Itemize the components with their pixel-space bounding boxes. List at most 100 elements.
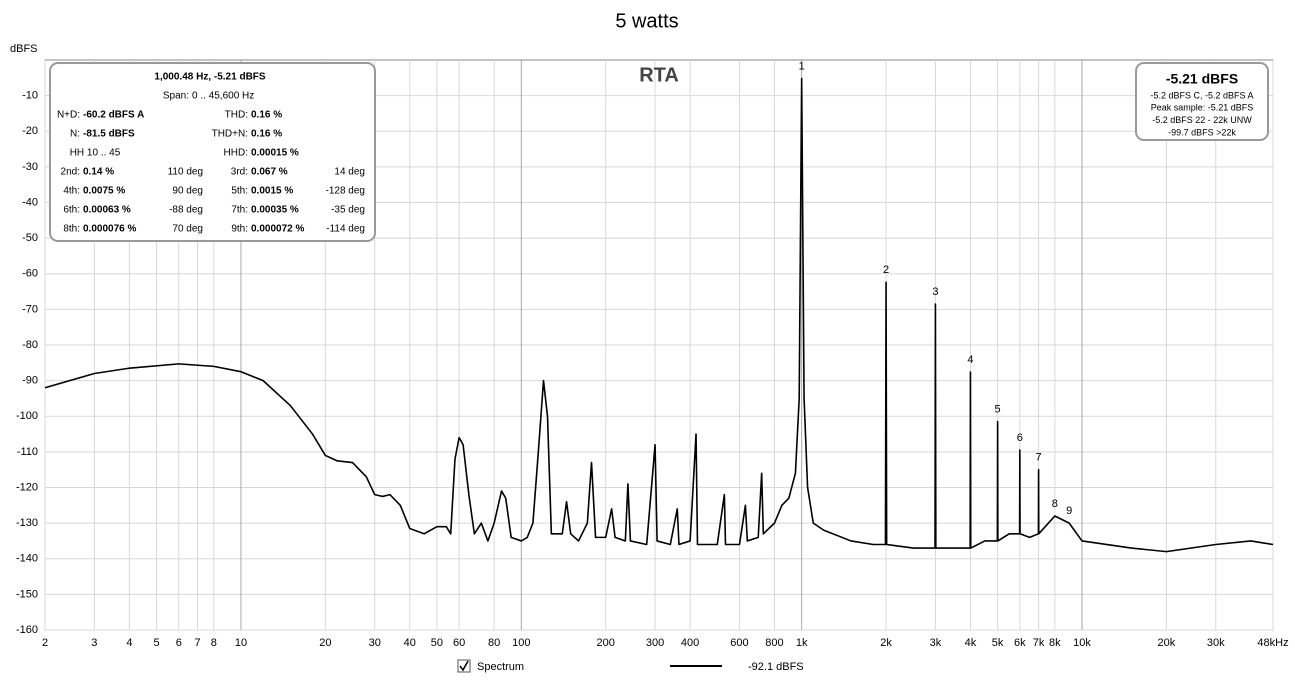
y-tick-label: -130 — [16, 517, 38, 529]
info-value: 0.0075 % — [83, 186, 125, 197]
level-panel — [1135, 62, 1269, 141]
info-phase: 14 deg — [334, 167, 365, 178]
checkmark — [459, 660, 469, 672]
x-tick-label: 400 — [681, 637, 699, 649]
y-tick-label: -150 — [16, 588, 38, 600]
info-value: 0.067 % — [251, 167, 288, 178]
y-tick-label: -20 — [22, 125, 38, 137]
info-value: 0.000072 % — [251, 224, 304, 235]
level-line: Peak sample: -5.21 dBFS — [1151, 103, 1254, 113]
y-tick-label: -50 — [22, 232, 38, 244]
x-tick-label: 3 — [91, 637, 97, 649]
info-panel — [49, 62, 376, 242]
info-phase: -35 deg — [331, 205, 365, 216]
harmonic-label: 2 — [883, 264, 889, 276]
harmonic-label: 7 — [1036, 452, 1042, 464]
info-span: 0 .. 45,600 Hz — [192, 91, 254, 102]
harmonic-label: 8 — [1052, 498, 1058, 510]
x-tick-label: 20k — [1158, 637, 1176, 649]
spectrum-line — [44, 77, 1274, 553]
harmonic-label: 6 — [1017, 432, 1023, 444]
info-label: N: — [70, 129, 80, 140]
series — [44, 77, 1274, 553]
x-tick-label: 10k — [1073, 637, 1091, 649]
info-value: 0.000076 % — [83, 224, 136, 235]
level-lines: -5.2 dBFS C, -5.2 dBFS A Peak sample: -5.… — [1150, 90, 1253, 137]
info-label: THD: — [225, 110, 248, 121]
x-tick-label: 7 — [194, 637, 200, 649]
info-value: 0.16 % — [251, 110, 282, 121]
info-label: HHD: — [224, 148, 248, 159]
x-tick-label: 3k — [930, 637, 942, 649]
y-tick-label: -70 — [22, 303, 38, 315]
x-tick-label: 300 — [646, 637, 664, 649]
level-value: -5.21 dBFS — [1166, 71, 1238, 87]
info-value: 0.14 % — [83, 167, 114, 178]
info-value: -81.5 dBFS — [83, 129, 135, 140]
info-phase: -128 deg — [326, 186, 365, 197]
y-tick-label: -80 — [22, 339, 38, 351]
chart-title: 5 watts — [615, 10, 678, 32]
x-tick-label: 20 — [319, 637, 331, 649]
x-tick-label: 5 — [154, 637, 160, 649]
info-label: 8th: — [63, 224, 80, 235]
x-tick-label: 200 — [597, 637, 615, 649]
level-line: -5.2 dBFS C, -5.2 dBFS A — [1150, 90, 1253, 100]
x-tick-label: 10 — [235, 637, 247, 649]
y-tick-label: -40 — [22, 196, 38, 208]
harmonic-label: 3 — [932, 286, 938, 298]
harmonic-label: 5 — [995, 404, 1001, 416]
x-tick-label: 4 — [126, 637, 132, 649]
y-tick-label: -160 — [16, 624, 38, 636]
y-tick-label: -100 — [16, 410, 38, 422]
x-tick-label: 2k — [880, 637, 892, 649]
x-tick-label: 4k — [965, 637, 977, 649]
info-label: 5th: — [231, 186, 248, 197]
x-tick-label: 600 — [730, 637, 748, 649]
info-text: 1,000.48 Hz, -5.21 dBFS Span: 0 .. 45,600 … — [57, 72, 365, 235]
y-tick-label: -110 — [17, 446, 38, 458]
y-axis-label: dBFS — [10, 43, 38, 55]
info-label: 4th: — [63, 186, 80, 197]
x-tick-label: 40 — [404, 637, 416, 649]
x-tick-label: 30k — [1207, 637, 1225, 649]
y-tick-label: -120 — [16, 481, 38, 493]
info-label: 2nd: — [61, 167, 80, 178]
y-tick-label: -30 — [22, 161, 38, 173]
info-value: 0.00063 % — [83, 205, 131, 216]
x-tick-label: 6 — [176, 637, 182, 649]
x-tick-label: 100 — [512, 637, 530, 649]
x-tick-label: 80 — [488, 637, 500, 649]
x-tick-label: 1k — [796, 637, 808, 649]
level-line: -5.2 dBFS 22 - 22k UNW — [1152, 115, 1252, 125]
x-tick-label: 60 — [453, 637, 465, 649]
info-phase: 90 deg — [172, 186, 203, 197]
info-value: 0.00035 % — [251, 205, 299, 216]
y-tick-label: -60 — [22, 268, 38, 280]
x-tick-label: 8 — [211, 637, 217, 649]
x-tick-label: 7k — [1033, 637, 1045, 649]
x-tick-label: 48kHz — [1257, 637, 1288, 649]
harmonic-label: 1 — [799, 60, 805, 72]
info-phase: -88 deg — [169, 205, 203, 216]
info-header: 1,000.48 Hz, -5.21 dBFS — [154, 72, 265, 83]
x-tick-label: 6k — [1014, 637, 1026, 649]
info-value: 0.16 % — [251, 129, 282, 140]
x-tick-label: 30 — [369, 637, 381, 649]
grid — [44, 60, 1274, 631]
y-tick-label: -140 — [16, 553, 38, 565]
info-label: 9th: — [231, 224, 248, 235]
x-tick-label: 800 — [765, 637, 783, 649]
info-value: 0.0015 % — [251, 186, 293, 197]
info-label: N+D: — [57, 110, 80, 121]
y-tick-label: -10 — [22, 90, 38, 102]
legend-label: Spectrum — [477, 661, 524, 673]
info-label: 3rd: — [231, 167, 248, 178]
x-tick-label: 5k — [992, 637, 1004, 649]
info-phase: 70 deg — [172, 224, 203, 235]
info-span-label: Span: — [163, 91, 189, 102]
harmonic-label: 9 — [1066, 505, 1072, 517]
legend-value: -92.1 dBFS — [748, 661, 804, 673]
info-phase: 110 deg — [168, 167, 203, 178]
